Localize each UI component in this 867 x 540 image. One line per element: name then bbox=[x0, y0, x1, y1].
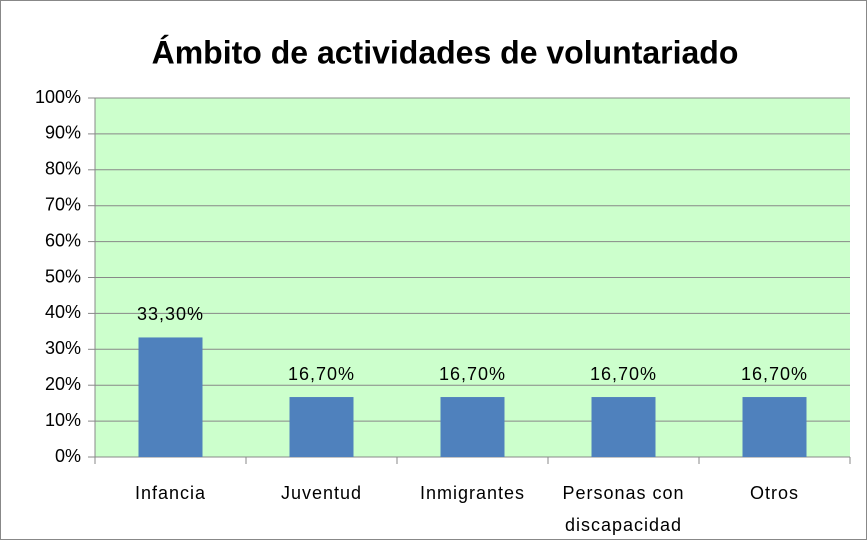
x-tick-label: Personas con discapacidad bbox=[562, 483, 685, 535]
x-tick-label: Inmigrantes bbox=[419, 483, 526, 503]
y-tick-label: 20% bbox=[45, 374, 81, 394]
y-tick-label: 60% bbox=[45, 230, 81, 250]
data-label: 16,70% bbox=[590, 364, 657, 384]
y-tick-label: 40% bbox=[45, 302, 81, 322]
y-tick-label: 100% bbox=[35, 87, 81, 107]
data-label: 16,70% bbox=[439, 364, 506, 384]
bar bbox=[742, 397, 807, 457]
y-tick-label: 70% bbox=[45, 194, 81, 214]
y-tick-label: 30% bbox=[45, 338, 81, 358]
y-tick-label: 50% bbox=[45, 266, 81, 286]
bar bbox=[440, 397, 505, 457]
x-tick-label: Otros bbox=[749, 483, 799, 503]
chart-title: Ámbito de actividades de voluntariado bbox=[152, 34, 739, 70]
bar bbox=[591, 397, 656, 457]
y-tick-label: 10% bbox=[45, 410, 81, 430]
data-label: 16,70% bbox=[288, 364, 355, 384]
x-tick-label: Juventud bbox=[280, 483, 363, 503]
bar bbox=[138, 337, 203, 457]
y-tick-label: 0% bbox=[55, 446, 81, 466]
data-label: 33,30% bbox=[137, 304, 204, 324]
x-tick-label: Infancia bbox=[134, 483, 207, 503]
bar bbox=[289, 397, 354, 457]
y-tick-label: 80% bbox=[45, 159, 81, 179]
y-tick-label: 90% bbox=[45, 123, 81, 143]
data-label: 16,70% bbox=[741, 364, 808, 384]
